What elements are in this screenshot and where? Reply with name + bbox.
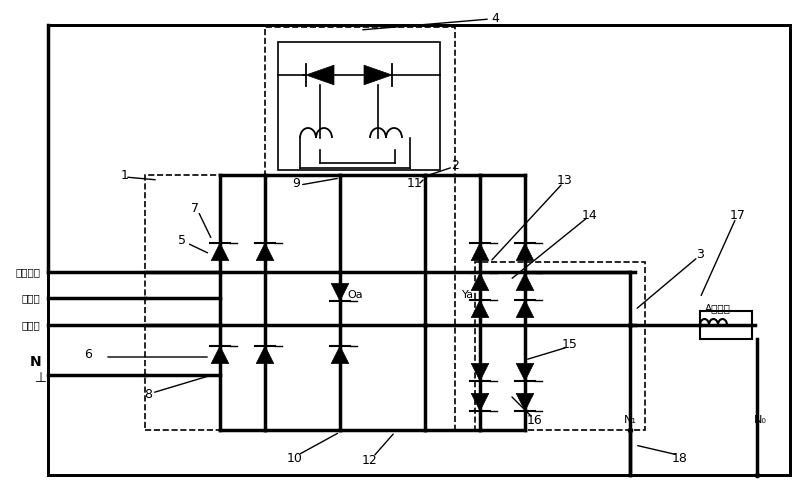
Polygon shape (471, 363, 489, 381)
Text: 15: 15 (562, 339, 578, 352)
Text: 其余相: 其余相 (22, 293, 40, 303)
Text: 8: 8 (144, 388, 152, 401)
Polygon shape (471, 243, 489, 261)
Polygon shape (364, 65, 392, 85)
Bar (278, 42, 440, 170)
Text: 6: 6 (84, 349, 92, 362)
Text: 17: 17 (730, 208, 746, 221)
Polygon shape (331, 346, 349, 364)
Text: N₀: N₀ (754, 415, 766, 425)
Bar (48, 25, 790, 475)
Text: 18: 18 (672, 451, 688, 464)
Polygon shape (516, 243, 534, 261)
Text: 16: 16 (527, 413, 543, 426)
Text: 1: 1 (121, 168, 129, 181)
Polygon shape (256, 346, 274, 364)
Text: 2: 2 (451, 158, 459, 171)
Text: 4: 4 (491, 12, 499, 25)
Text: 其余相: 其余相 (22, 320, 40, 330)
Polygon shape (471, 300, 489, 318)
Polygon shape (211, 243, 229, 261)
Text: 3: 3 (696, 248, 704, 262)
Text: Ya: Ya (462, 290, 474, 300)
Text: A相负荷: A相负荷 (705, 303, 731, 313)
Text: 12: 12 (362, 453, 378, 466)
Bar (145, 175, 455, 430)
Text: 13: 13 (557, 173, 573, 186)
Polygon shape (306, 65, 334, 85)
Polygon shape (471, 393, 489, 411)
Text: 需补偿相: 需补偿相 (15, 267, 40, 277)
Text: 5: 5 (178, 233, 186, 246)
Polygon shape (471, 273, 489, 291)
Text: 10: 10 (287, 451, 303, 464)
Text: 9: 9 (292, 176, 300, 189)
Text: N₁: N₁ (623, 415, 637, 425)
Bar (475, 262, 645, 430)
Text: ⊥: ⊥ (35, 371, 47, 385)
Text: 14: 14 (582, 208, 598, 221)
Text: 7: 7 (191, 201, 199, 214)
Polygon shape (331, 284, 349, 301)
Polygon shape (516, 363, 534, 381)
Bar (700, 311, 752, 339)
Polygon shape (516, 273, 534, 291)
Polygon shape (516, 300, 534, 318)
Bar (265, 27, 455, 175)
Polygon shape (211, 346, 229, 364)
Text: Oa: Oa (347, 290, 363, 300)
Text: 11: 11 (407, 176, 423, 189)
Polygon shape (516, 393, 534, 411)
Text: N: N (30, 355, 42, 369)
Polygon shape (256, 243, 274, 261)
